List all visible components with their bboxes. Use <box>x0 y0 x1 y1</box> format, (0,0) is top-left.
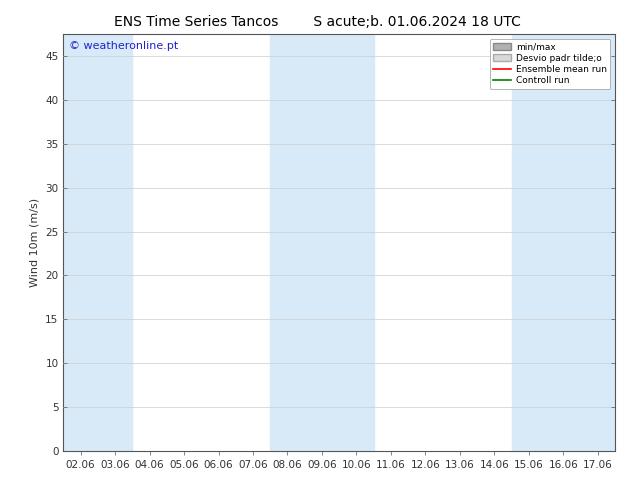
Bar <box>512 34 615 451</box>
Y-axis label: Wind 10m (m/s): Wind 10m (m/s) <box>30 198 40 287</box>
Bar <box>270 34 373 451</box>
Bar <box>63 34 133 451</box>
Legend: min/max, Desvio padr tilde;o, Ensemble mean run, Controll run: min/max, Desvio padr tilde;o, Ensemble m… <box>489 39 611 89</box>
Text: ENS Time Series Tancos        S acute;b. 01.06.2024 18 UTC: ENS Time Series Tancos S acute;b. 01.06.… <box>113 15 521 29</box>
Text: © weatheronline.pt: © weatheronline.pt <box>69 41 178 50</box>
